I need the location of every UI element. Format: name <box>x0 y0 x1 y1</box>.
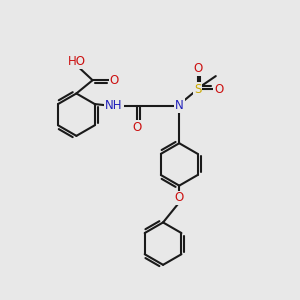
Text: O: O <box>193 61 202 75</box>
Text: HO: HO <box>68 55 85 68</box>
Text: S: S <box>194 83 201 96</box>
Text: O: O <box>133 121 142 134</box>
Text: O: O <box>110 74 119 87</box>
Text: NH: NH <box>105 99 123 112</box>
Text: O: O <box>175 191 184 205</box>
Text: N: N <box>175 99 184 112</box>
Text: O: O <box>214 83 223 96</box>
